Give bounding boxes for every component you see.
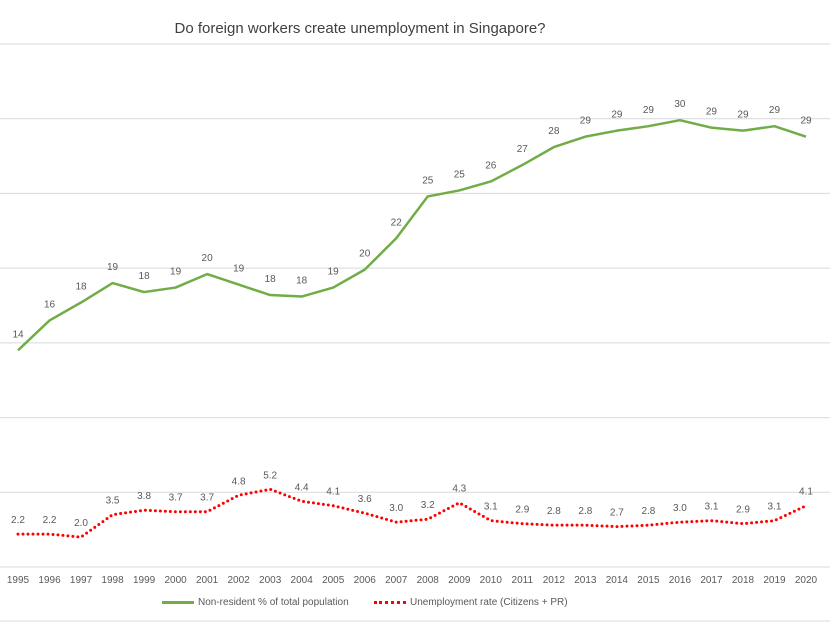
legend-label: Non-resident % of total population	[198, 597, 349, 608]
data-label: 3.0	[389, 503, 403, 514]
x-tick-label: 2008	[417, 575, 440, 586]
data-label: 2.8	[547, 506, 561, 517]
x-tick-label: 2007	[385, 575, 408, 586]
x-tick-label: 2010	[480, 575, 503, 586]
x-tick-label: 2011	[512, 575, 534, 586]
data-label: 26	[485, 160, 497, 171]
data-label: 29	[769, 105, 781, 116]
data-label: 4.4	[295, 482, 309, 493]
x-tick-label: 2019	[763, 575, 786, 586]
x-tick-label: 2020	[795, 575, 818, 586]
data-label: 29	[580, 116, 592, 127]
data-label: 25	[454, 169, 466, 180]
x-tick-label: 1999	[133, 575, 156, 586]
data-label: 20	[202, 253, 214, 264]
x-tick-label: 2001	[196, 575, 219, 586]
data-label: 29	[706, 107, 718, 118]
x-tick-label: 2013	[574, 575, 597, 586]
x-tick-label: 2009	[448, 575, 471, 586]
x-tick-label: 1996	[38, 575, 61, 586]
data-label: 3.6	[358, 494, 372, 505]
data-label: 14	[12, 329, 24, 340]
data-label: 3.0	[673, 503, 687, 514]
data-label: 2.7	[610, 508, 624, 519]
legend-swatch-red	[374, 601, 406, 604]
data-label: 19	[233, 264, 245, 275]
legend-item-unemployment: Unemployment rate (Citizens + PR)	[374, 597, 568, 608]
data-label: 2.2	[43, 515, 57, 526]
x-tick-label: 1997	[70, 575, 93, 586]
data-label: 29	[643, 105, 655, 116]
x-tick-label: 2015	[637, 575, 660, 586]
data-label: 19	[328, 267, 340, 278]
data-label: 16	[44, 299, 56, 310]
data-label: 4.1	[799, 487, 813, 498]
data-label: 2.9	[736, 505, 750, 516]
x-tick-label: 2003	[259, 575, 282, 586]
x-tick-label: 2002	[228, 575, 251, 586]
x-tick-label: 2005	[322, 575, 345, 586]
x-tick-label: 2017	[700, 575, 723, 586]
legend-label: Unemployment rate (Citizens + PR)	[410, 597, 568, 608]
data-label: 2.0	[74, 518, 88, 529]
series-line-unemployment	[16, 487, 808, 539]
data-label: 3.8	[137, 491, 151, 502]
series-line-non-resident	[17, 118, 807, 352]
x-tick-label: 2000	[164, 575, 187, 586]
data-label: 29	[611, 110, 623, 121]
data-label: 18	[75, 282, 87, 293]
x-tick-label: 1998	[101, 575, 124, 586]
data-label: 25	[422, 175, 434, 186]
data-label: 3.2	[421, 500, 435, 511]
data-label: 3.1	[484, 502, 498, 513]
data-label: 19	[107, 262, 119, 273]
data-label: 4.8	[232, 476, 246, 487]
legend-swatch-green	[162, 601, 194, 604]
data-label: 18	[139, 271, 151, 282]
x-tick-label: 2006	[354, 575, 377, 586]
data-label: 19	[170, 267, 182, 278]
data-label: 29	[800, 116, 812, 127]
chart-title: Do foreign workers create unemployment i…	[174, 20, 546, 37]
data-label: 4.3	[452, 484, 466, 495]
data-label: 2.8	[641, 506, 655, 517]
legend-item-non-resident: Non-resident % of total population	[162, 597, 349, 608]
x-tick-label: 2014	[606, 575, 629, 586]
x-tick-label: 2004	[291, 575, 314, 586]
data-label: 2.8	[578, 506, 592, 517]
data-label: 22	[391, 217, 403, 228]
data-label: 30	[674, 99, 686, 110]
data-label: 29	[737, 110, 749, 121]
data-label: 3.1	[704, 502, 718, 513]
data-label: 3.1	[768, 502, 782, 513]
data-label: 2.9	[515, 505, 529, 516]
data-label: 5.2	[263, 470, 277, 481]
data-label: 18	[296, 276, 308, 287]
data-label: 2.2	[11, 515, 25, 526]
x-tick-label: 1995	[7, 575, 30, 586]
data-label: 3.7	[169, 493, 183, 504]
data-label: 20	[359, 249, 371, 260]
data-label: 18	[265, 274, 277, 285]
x-tick-label: 2012	[543, 575, 566, 586]
data-label: 27	[517, 144, 529, 155]
x-tick-label: 2018	[732, 575, 755, 586]
data-label: 3.7	[200, 493, 214, 504]
data-label: 4.1	[326, 487, 340, 498]
data-label: 3.5	[106, 496, 120, 507]
x-tick-label: 2016	[669, 575, 692, 586]
data-label: 28	[548, 126, 560, 137]
